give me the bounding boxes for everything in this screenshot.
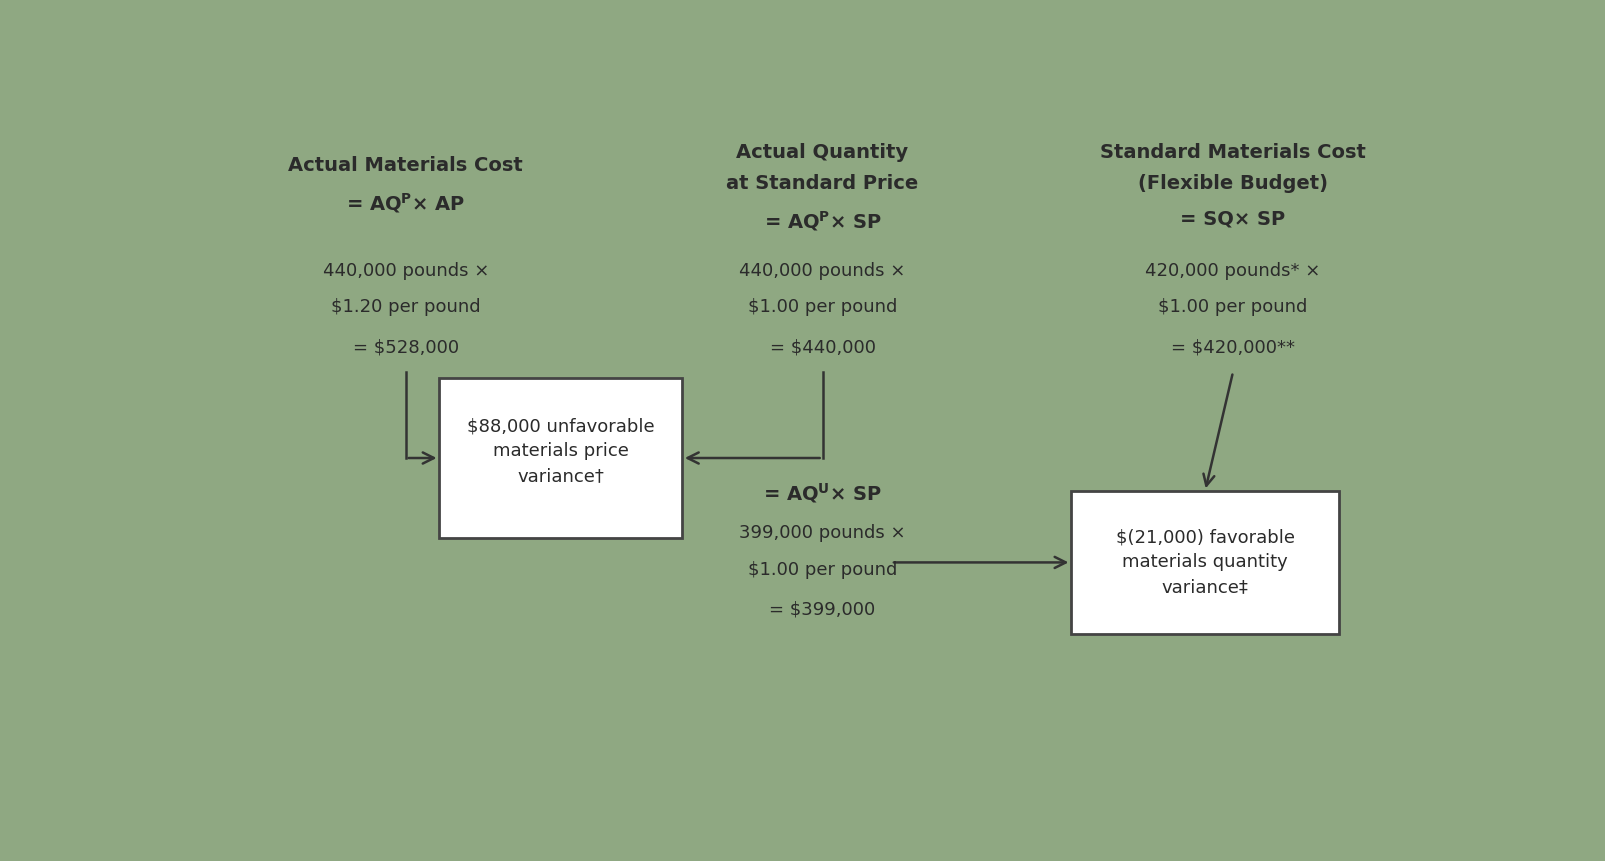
Text: = $440,000: = $440,000 — [769, 338, 876, 356]
Text: $1.00 per pound: $1.00 per pound — [748, 561, 897, 579]
Text: Actual Quantity: Actual Quantity — [737, 143, 908, 162]
Text: 440,000 pounds ×: 440,000 pounds × — [740, 263, 905, 281]
Text: = AQ$^\mathregular{U}$× SP: = AQ$^\mathregular{U}$× SP — [762, 481, 883, 505]
Text: at Standard Price: at Standard Price — [727, 174, 918, 193]
Text: = AQ$^\mathregular{P}$× SP: = AQ$^\mathregular{P}$× SP — [764, 209, 881, 233]
Text: $88,000 unfavorable
materials price
variance†: $88,000 unfavorable materials price vari… — [467, 418, 655, 486]
Text: $1.00 per pound: $1.00 per pound — [1159, 298, 1308, 316]
Text: $1.00 per pound: $1.00 per pound — [748, 298, 897, 316]
Text: 399,000 pounds ×: 399,000 pounds × — [740, 524, 905, 542]
Text: $1.20 per pound: $1.20 per pound — [331, 298, 480, 316]
Text: $(21,000) favorable
materials quantity
variance‡: $(21,000) favorable materials quantity v… — [1115, 529, 1295, 597]
Text: = AQ$^\mathregular{P}$× AP: = AQ$^\mathregular{P}$× AP — [347, 191, 465, 214]
Text: Standard Materials Cost: Standard Materials Cost — [1099, 143, 1366, 162]
Text: = $528,000: = $528,000 — [353, 338, 459, 356]
Text: = $399,000: = $399,000 — [769, 601, 876, 618]
Bar — [440, 379, 682, 537]
Text: Actual Materials Cost: Actual Materials Cost — [289, 157, 523, 176]
Bar — [1072, 491, 1339, 634]
Text: (Flexible Budget): (Flexible Budget) — [1138, 174, 1327, 193]
Text: 420,000 pounds* ×: 420,000 pounds* × — [1146, 263, 1321, 281]
Text: 440,000 pounds ×: 440,000 pounds × — [323, 263, 490, 281]
Text: = $420,000**: = $420,000** — [1172, 338, 1295, 356]
Text: = SQ× SP: = SQ× SP — [1181, 209, 1286, 228]
